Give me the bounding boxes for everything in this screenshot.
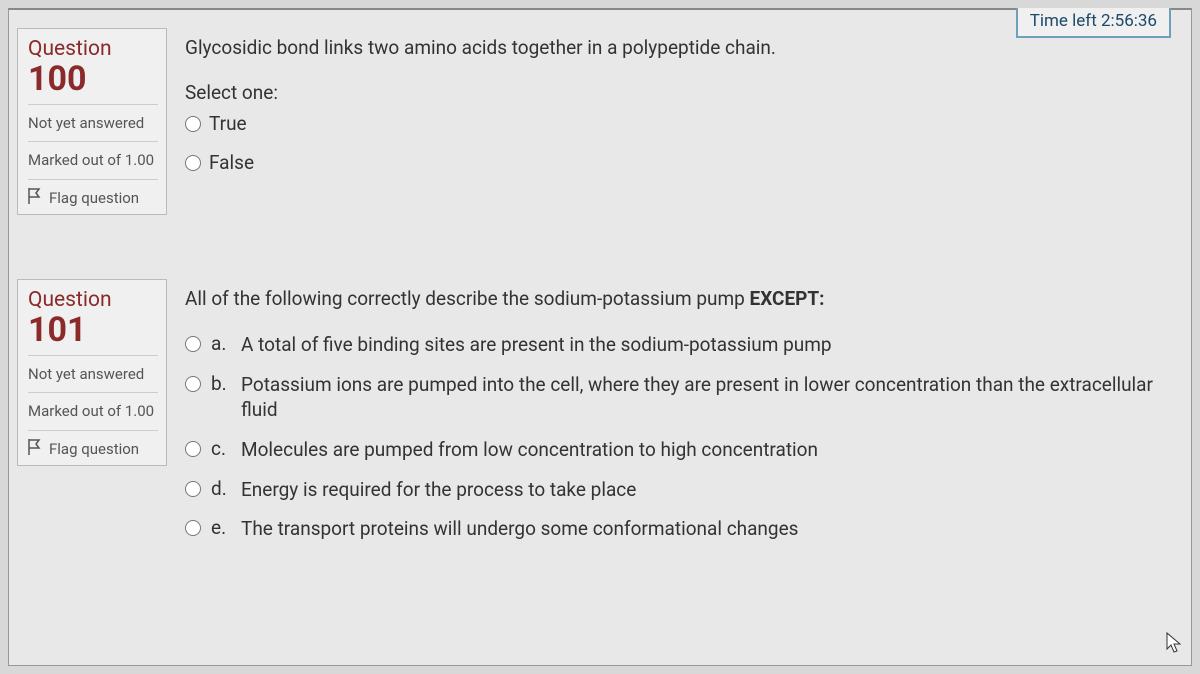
timer-label: Time left bbox=[1030, 11, 1097, 31]
option-text: Potassium ions are pumped into the cell,… bbox=[241, 372, 1183, 423]
question-label: Question bbox=[28, 39, 158, 60]
option-b[interactable]: b. Potassium ions are pumped into the ce… bbox=[185, 372, 1183, 423]
option-d[interactable]: d. Energy is required for the process to… bbox=[185, 477, 1183, 503]
option-text: Energy is required for the process to ta… bbox=[241, 477, 1183, 503]
options-list: a. A total of five binding sites are pre… bbox=[185, 332, 1183, 542]
question-number: 100 bbox=[28, 62, 158, 96]
option-label: True bbox=[209, 112, 247, 135]
timer-box: Time left 2:56:36 bbox=[1016, 8, 1171, 38]
flag-icon bbox=[28, 439, 42, 459]
cursor-icon bbox=[1165, 631, 1185, 659]
radio-c[interactable] bbox=[185, 441, 201, 457]
option-letter: c. bbox=[211, 437, 231, 460]
question-content: All of the following correctly describe … bbox=[185, 279, 1183, 556]
option-letter: b. bbox=[211, 372, 231, 395]
option-letter: a. bbox=[211, 332, 231, 355]
option-false[interactable]: False bbox=[185, 151, 1183, 174]
option-true[interactable]: True bbox=[185, 112, 1183, 135]
question-status-marks: Marked out of 1.00 bbox=[28, 392, 158, 421]
flag-icon bbox=[28, 188, 42, 208]
question-info-box: Question 101 Not yet answered Marked out… bbox=[17, 279, 167, 466]
option-letter: d. bbox=[211, 477, 231, 500]
radio-e[interactable] bbox=[185, 520, 201, 536]
radio-true[interactable] bbox=[185, 116, 201, 132]
question-label: Question bbox=[28, 290, 158, 311]
option-text: A total of five binding sites are presen… bbox=[241, 332, 1183, 358]
radio-false[interactable] bbox=[185, 155, 201, 171]
question-text: Glycosidic bond links two amino acids to… bbox=[185, 36, 1183, 59]
question-status-marks: Marked out of 1.00 bbox=[28, 141, 158, 170]
option-label: False bbox=[209, 151, 254, 174]
option-text: Molecules are pumped from low concentrat… bbox=[241, 437, 1183, 463]
question-block-100: Question 100 Not yet answered Marked out… bbox=[17, 28, 1183, 219]
option-e[interactable]: e. The transport proteins will undergo s… bbox=[185, 516, 1183, 542]
radio-d[interactable] bbox=[185, 481, 201, 497]
radio-a[interactable] bbox=[185, 336, 201, 352]
option-letter: e. bbox=[211, 516, 231, 539]
question-info-col: Question 101 Not yet answered Marked out… bbox=[17, 279, 167, 556]
question-info-col: Question 100 Not yet answered Marked out… bbox=[17, 28, 167, 219]
question-info-box: Question 100 Not yet answered Marked out… bbox=[17, 28, 167, 215]
flag-question-link[interactable]: Flag question bbox=[28, 179, 158, 209]
question-block-101: Question 101 Not yet answered Marked out… bbox=[17, 279, 1183, 556]
radio-b[interactable] bbox=[185, 376, 201, 392]
option-c[interactable]: c. Molecules are pumped from low concent… bbox=[185, 437, 1183, 463]
flag-question-text: Flag question bbox=[49, 440, 139, 458]
timer-value: 2:56:36 bbox=[1101, 11, 1157, 31]
option-a[interactable]: a. A total of five binding sites are pre… bbox=[185, 332, 1183, 358]
quiz-page: Time left 2:56:36 Question 100 Not yet a… bbox=[8, 8, 1192, 666]
question-text: All of the following correctly describe … bbox=[185, 287, 1183, 310]
question-status-answered: Not yet answered bbox=[28, 355, 158, 384]
question-status-answered: Not yet answered bbox=[28, 104, 158, 133]
select-one-prompt: Select one: bbox=[185, 81, 1183, 104]
question-number: 101 bbox=[28, 313, 158, 347]
option-text: The transport proteins will undergo some… bbox=[241, 516, 1183, 542]
question-content: Glycosidic bond links two amino acids to… bbox=[185, 28, 1183, 219]
flag-question-text: Flag question bbox=[49, 189, 139, 207]
flag-question-link[interactable]: Flag question bbox=[28, 430, 158, 460]
